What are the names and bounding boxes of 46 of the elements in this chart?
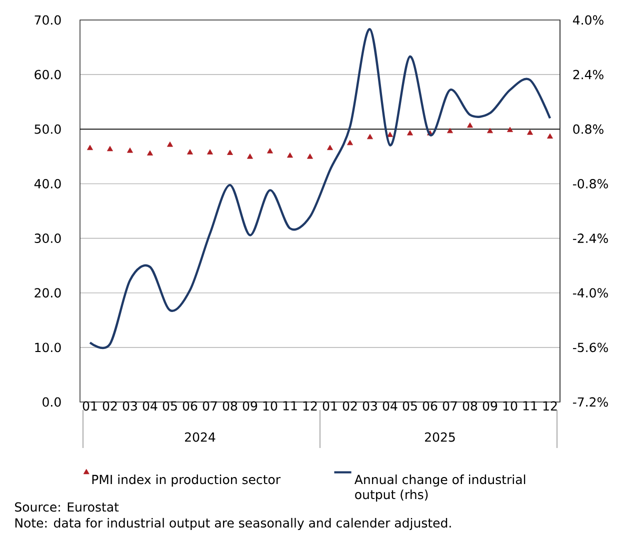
- y2-tick-label: -2.4%: [572, 234, 608, 244]
- y2-tick-label: -4.0%: [572, 288, 608, 298]
- x-tick-label: 07: [442, 401, 457, 411]
- y-tick-label: 70.0: [34, 15, 61, 25]
- x-tick-label: 08: [462, 401, 478, 411]
- y2-tick-label: -7.2%: [572, 397, 608, 407]
- x-tick-label: 07: [202, 401, 217, 411]
- x-tick-label: 11: [283, 401, 297, 410]
- y-tick-label: 0.0: [42, 397, 61, 407]
- x-tick-label: 09: [242, 401, 258, 411]
- x-tick-label: 08: [222, 401, 238, 411]
- y-tick-label: 50.0: [34, 124, 61, 134]
- x-tick-label: 03: [362, 401, 377, 411]
- x-tick-label: 02: [102, 401, 117, 411]
- y2-tick-label: -0.8%: [572, 178, 608, 188]
- y-tick-label: 30.0: [34, 234, 61, 244]
- y-tick-label: 10.0: [35, 342, 61, 352]
- x-tick-label: 12: [543, 401, 557, 410]
- x-tick-label: 04: [382, 401, 398, 411]
- x-tick-label: 04: [142, 401, 158, 411]
- x-tick-label: 12: [303, 401, 317, 410]
- text: 2024: [185, 432, 216, 442]
- y2-tick-label: 0.8%: [573, 124, 604, 134]
- y-tick-label: 20.0: [34, 288, 61, 298]
- x-tick-label: 03: [122, 401, 137, 411]
- text: 2025: [425, 432, 455, 442]
- legend-label: Annual change of industrial output (rhs): [354, 474, 526, 502]
- text: Note: data for industrial output are seasonally and calender adjusted.: [15, 518, 451, 530]
- x-tick-label: 11: [523, 401, 537, 410]
- y-tick-label: 60.0: [34, 70, 61, 80]
- y2-tick-label: 2.4%: [573, 70, 604, 80]
- y-tick-label: 40.0: [34, 178, 61, 188]
- x-tick-label: 05: [162, 401, 177, 411]
- x-tick-label: 02: [342, 401, 357, 411]
- source-note: Source: Eurostat: [15, 502, 119, 512]
- y2-tick-label: -5.6%: [572, 342, 608, 352]
- x-tick-label: 01: [322, 401, 337, 411]
- y2-tick-label: 4.0%: [572, 15, 604, 25]
- x-tick-label: 09: [482, 401, 498, 411]
- x-tick-label: 06: [182, 401, 198, 411]
- x-tick-label: 05: [402, 401, 417, 411]
- x-tick-label: 10: [503, 401, 518, 411]
- x-tick-label: 06: [422, 401, 438, 411]
- x-tick-label: 10: [263, 401, 278, 411]
- x-tick-label: 01: [82, 401, 97, 411]
- legend-label: PMI index in production sector: [92, 474, 281, 487]
